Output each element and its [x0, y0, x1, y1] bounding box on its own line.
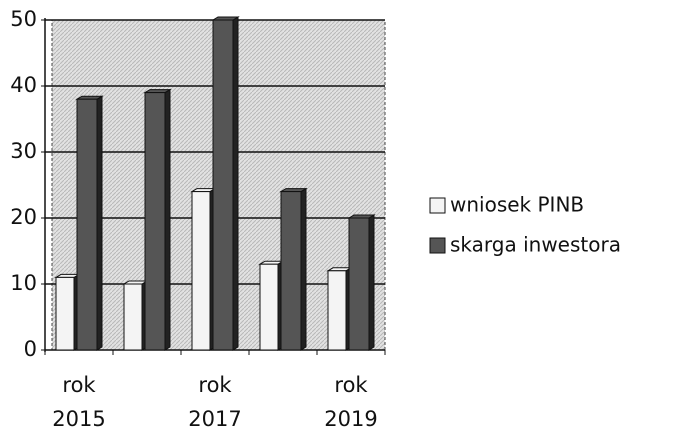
bar [258, 260, 285, 351]
bar-face [144, 92, 166, 351]
x-tick-label: rok 2019 [324, 373, 377, 431]
y-tick-label: 20 [10, 205, 37, 229]
bar [143, 88, 172, 351]
bar-face [280, 191, 302, 351]
legend-swatch [429, 237, 446, 254]
bar-face [327, 270, 347, 351]
bar-face [55, 276, 75, 351]
bar-face [232, 16, 239, 351]
legend-label: skarga inwestora [450, 233, 621, 257]
bar-face [368, 214, 375, 351]
bar [326, 266, 353, 351]
x-tick-label: rok 2015 [52, 373, 105, 431]
bar [122, 280, 149, 351]
bar-face [164, 88, 171, 351]
bar-face [76, 98, 98, 351]
y-tick-label: 0 [24, 337, 37, 361]
bar-face [123, 283, 143, 351]
x-tick-label: rok 2017 [188, 373, 241, 431]
y-tick-label: 10 [10, 271, 37, 295]
bar [190, 187, 217, 351]
y-tick-label: 40 [10, 73, 37, 97]
bar [75, 95, 104, 351]
legend-swatch [429, 197, 446, 214]
bar [54, 273, 81, 351]
bar-face [300, 187, 307, 351]
bar-face [348, 217, 370, 351]
bar [211, 16, 240, 351]
y-tick-label: 50 [10, 7, 37, 31]
y-tick-label: 30 [10, 139, 37, 163]
bar-face [212, 19, 234, 351]
bar-face [191, 191, 211, 351]
bar [347, 214, 376, 351]
bar [279, 187, 308, 351]
legend-label: wniosek PINB [450, 193, 584, 217]
bar-face [259, 263, 279, 351]
bar-face [96, 95, 103, 351]
